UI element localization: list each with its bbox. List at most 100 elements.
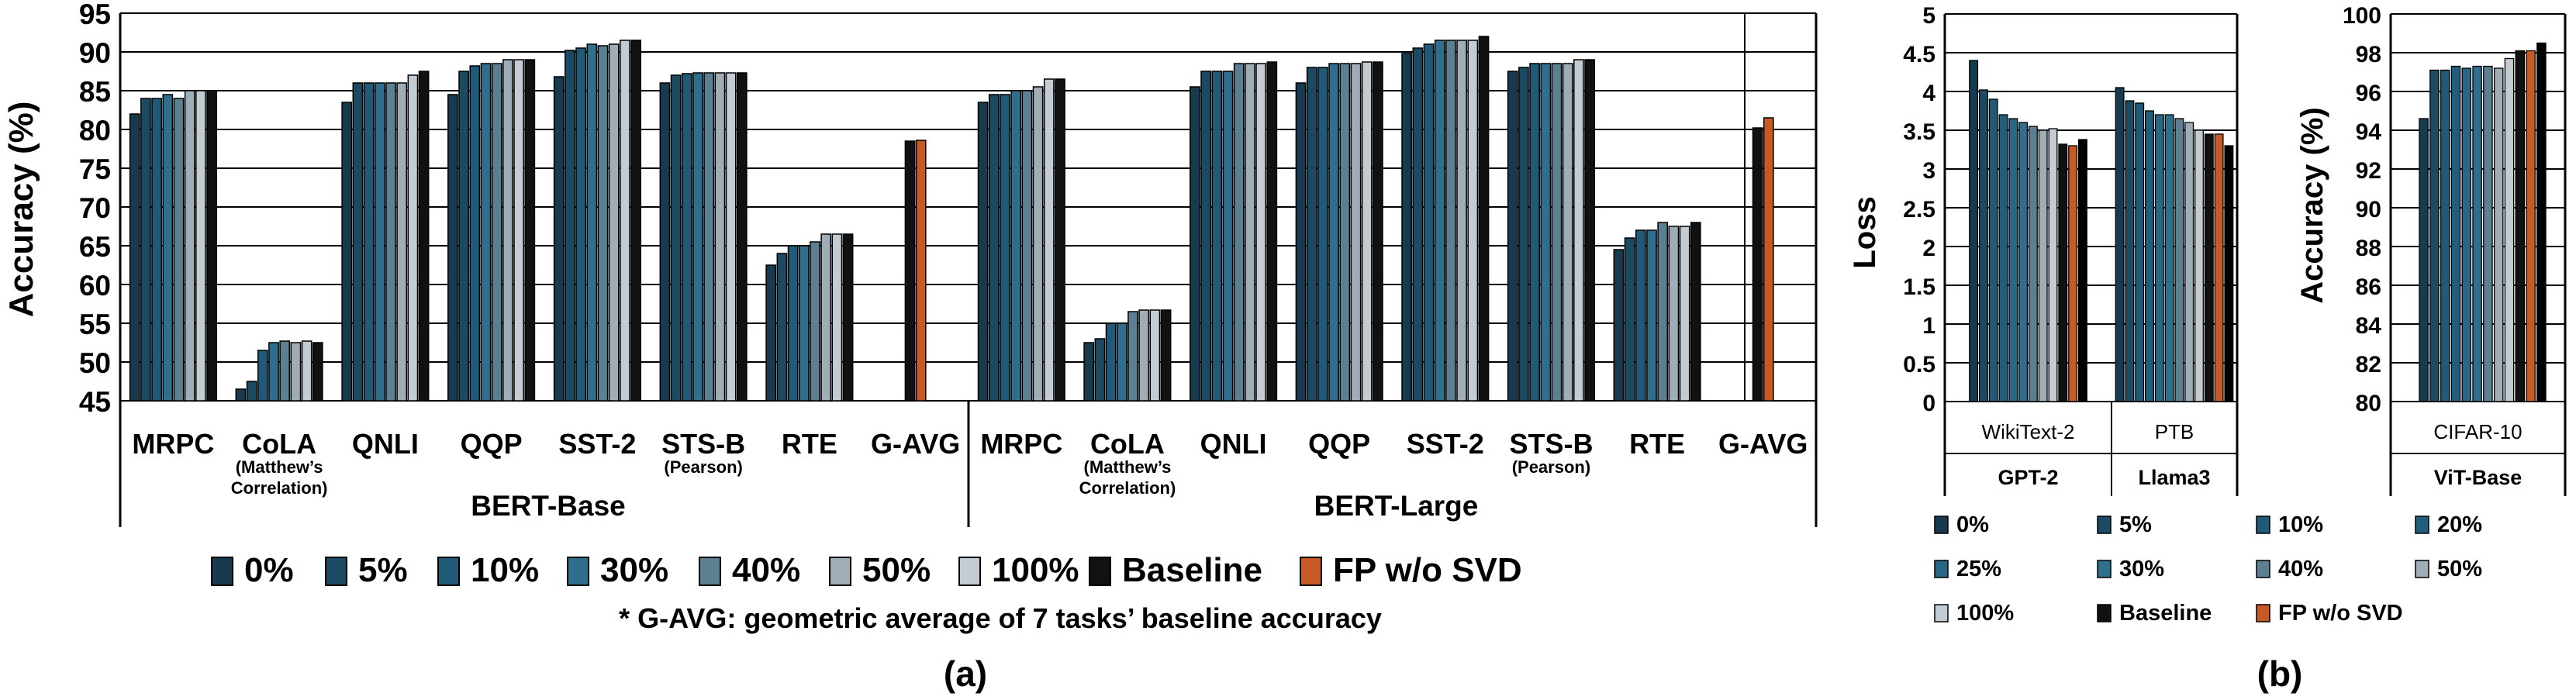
bar-bert-base-qqp-40 [491,63,502,402]
bar-bert-large-sts-b-5 [1518,67,1529,402]
xtick-bert-base-g-avg: G-AVG [871,428,960,460]
legend-a-swatch-0 [211,557,233,586]
bar-bert-large-sts-b-50 [1562,63,1573,402]
legend-a-swatch-50 [829,557,851,586]
bar-bert-large-rte-30 [1646,229,1657,402]
bar-bert-base-mrpc-40 [173,98,185,402]
bar-loss-ptb-undefined [2224,145,2234,402]
bar-bert-base-qnli-100 [407,74,419,402]
legend-b-label-50: 50% [2437,557,2482,581]
bar-bert-base-mrpc-0 [129,113,140,402]
bar-bert-large-qqp-5 [1306,67,1317,402]
ytick-vit-82: 82 [2356,352,2381,378]
xtick-loss-wikitext-2: WikiText-2 [1982,420,2075,443]
bar-vit-cifar-10-40 [2483,65,2493,402]
bar-bert-large-rte-baseline [1690,222,1701,402]
legend-b-label-25: 25% [1956,557,2001,581]
legend-b-swatch-fp-w-o-svd [2256,604,2270,622]
bar-bert-base-rte-50 [820,233,832,402]
xtick-loss-ptb: PTB [2155,420,2194,443]
panel-b-chart: 0 0.5 1 1.5 2 2.5 3 3.5 4 4.5 5 Loss WikiText-2 GPT-2… [1848,3,2567,496]
ytick-loss-2: 2 [1922,236,1935,261]
bar-bert-large-mrpc-0 [977,102,989,402]
bar-bert-base-mrpc-5 [140,98,151,402]
bar-loss-wikitext-2-20 [1998,114,2008,402]
bar-bert-base-sst-2-0 [553,76,565,402]
bar-bert-base-sst-2-10 [575,47,586,402]
ylabel-loss: Loss [1848,196,1882,268]
xtick-sub-bert-large-cola-1: Correlation) [1079,478,1176,498]
xtick-sub-bert-large-cola-0: (Matthew’s [1084,457,1172,477]
bar-loss-wikitext-2-0 [1969,60,1979,402]
bar-bert-base-sts-b-0 [659,82,671,402]
bar-bert-large-g-avg-fp-w-o-svd [1763,117,1774,402]
ytick-a-80: 80 [79,115,111,147]
xtick-bert-base-rte: RTE [782,428,837,460]
bar-bert-base-qqp-100 [513,59,524,402]
legend-a-label-50: 50% [862,551,931,589]
bar-bert-large-sts-b-0 [1507,71,1518,402]
bar-bert-base-cola-baseline [312,342,323,402]
legend-a-label-100: 100% [992,551,1079,589]
bar-bert-base-qnli-40 [385,82,396,402]
ytick-vit-90: 90 [2356,197,2381,222]
bar-bert-base-sst-2-100 [620,40,630,402]
bar-loss-ptb-0 [2115,87,2125,402]
xtick-bert-large-qnli: QNLI [1200,428,1267,460]
bar-bert-large-rte-100 [1679,226,1690,402]
panel-a-ylabel: Accuracy (%) [2,102,40,318]
bar-bert-base-sts-b-100 [725,72,737,402]
bar-bert-base-sts-b-baseline [736,72,748,402]
bar-bert-large-rte-50 [1668,226,1680,402]
bar-bert-base-cola-5 [246,381,257,402]
bar-bert-large-cola-100 [1149,309,1161,402]
ytick-loss-4: 4 [1922,81,1935,106]
xtick-bert-large-mrpc: MRPC [980,428,1062,460]
xtick-bert-large-sst-2: SST-2 [1407,428,1484,460]
bar-bert-base-sts-b-10 [681,73,692,402]
bar-loss-ptb-40 [2174,118,2184,402]
bar-bert-base-sts-b-5 [670,74,682,402]
bar-vit-cifar-10-undefined [2536,42,2547,402]
xtick-bert-large-sts-b: STS-B [1509,428,1593,460]
bar-bert-base-sts-b-30 [692,72,703,402]
ytick-a-50: 50 [79,347,111,379]
bar-loss-ptb-baseline [2204,133,2214,402]
bar-bert-base-qnli-0 [341,102,353,402]
bar-loss-ptb-fp-w-o-svd [2214,133,2224,402]
bar-bert-base-sst-2-30 [586,43,598,402]
ytick-loss-2.5: 2.5 [1903,197,1935,222]
bar-loss-wikitext-2-30 [2018,122,2029,402]
bar-bert-base-rte-0 [765,264,777,402]
bar-bert-base-g-avg-fp-w-o-svd [915,140,927,402]
legends: 0% 5% 10% 30% 40% 50% 100% Baseline FP w/o SVD 0%… [211,512,2482,626]
bar-bert-large-mrpc-100 [1043,78,1055,402]
ytick-a-55: 55 [79,309,111,340]
bar-bert-large-g-avg-baseline [1752,127,1763,402]
bar-bert-base-g-avg-baseline [904,140,916,402]
bar-loss-wikitext-2-40 [2028,126,2038,402]
bar-vit-cifar-10-30 [2472,65,2482,402]
bar-bert-large-cola-50 [1138,309,1150,402]
legend-b-swatch-50 [2415,560,2429,578]
xtick-bert-base-sst-2: SST-2 [558,428,636,460]
legend-a-label-10: 10% [471,551,539,589]
bar-loss-wikitext-2-50 [2038,129,2048,402]
ytick-a-75: 75 [79,153,111,185]
bar-bert-base-cola-30 [268,342,279,402]
panel-a-caption: (a) [944,653,987,694]
legend-b-swatch-40 [2256,560,2270,578]
bar-bert-large-sts-b-30 [1540,63,1552,402]
bar-vit-cifar-10-0 [2419,118,2429,402]
bar-bert-large-mrpc-10 [1000,94,1010,402]
bar-bert-base-rte-30 [798,245,810,402]
xtick-vit-cifar-10: CIFAR-10 [2433,420,2522,443]
bar-bert-large-rte-10 [1635,229,1646,402]
bar-bert-base-sts-b-50 [714,72,726,402]
bar-bert-base-cola-100 [301,340,313,402]
legend-b-swatch-25 [1934,560,1949,578]
bar-bert-large-cola-0 [1083,342,1095,402]
legend-b-label-baseline: Baseline [2119,601,2212,626]
bar-bert-large-sst-2-100 [1467,40,1479,402]
